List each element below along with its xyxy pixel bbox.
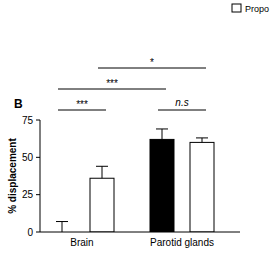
y-tick-label: 75 xyxy=(22,115,34,126)
legend-swatch xyxy=(232,4,241,12)
y-tick-label: 50 xyxy=(22,152,34,163)
error-line xyxy=(62,222,63,232)
y-axis xyxy=(40,120,41,232)
bar xyxy=(190,142,214,232)
y-tick-label: 0 xyxy=(27,227,33,238)
y-axis-label: % displacement xyxy=(7,138,18,214)
error-cap xyxy=(196,137,208,138)
error-cap xyxy=(96,166,108,167)
x-tick-label: Brain xyxy=(70,237,93,248)
significance-line xyxy=(158,110,206,111)
error-bar xyxy=(156,129,168,139)
significance-label: *** xyxy=(106,78,118,89)
error-line xyxy=(202,138,203,142)
significance-label: n.s xyxy=(175,97,188,108)
significance-label: *** xyxy=(76,99,88,110)
y-tick xyxy=(36,157,40,158)
y-tick xyxy=(36,120,40,121)
panel-label: B xyxy=(14,97,23,111)
y-tick xyxy=(36,232,40,233)
bar xyxy=(150,139,174,232)
significance-label: * xyxy=(150,57,154,68)
error-line xyxy=(102,166,103,178)
legend-entry: Propo xyxy=(232,4,269,14)
x-axis xyxy=(40,232,240,233)
legend-label: Propo xyxy=(245,4,269,14)
bar xyxy=(90,178,114,232)
bars xyxy=(56,129,214,232)
y-tick xyxy=(36,194,40,195)
chart: B 0 25 50 75 % displacement Brain Parotid gland… xyxy=(0,0,280,258)
chart-container: B 0 25 50 75 % displacement Brain Parotid gland… xyxy=(0,0,280,258)
error-line xyxy=(162,129,163,139)
y-tick-label: 25 xyxy=(22,189,34,200)
error-bar xyxy=(56,222,68,232)
x-tick-label: Parotid glands xyxy=(150,237,214,248)
error-bar xyxy=(196,138,208,142)
error-cap xyxy=(56,221,68,222)
error-cap xyxy=(156,128,168,129)
error-bar xyxy=(96,166,108,178)
